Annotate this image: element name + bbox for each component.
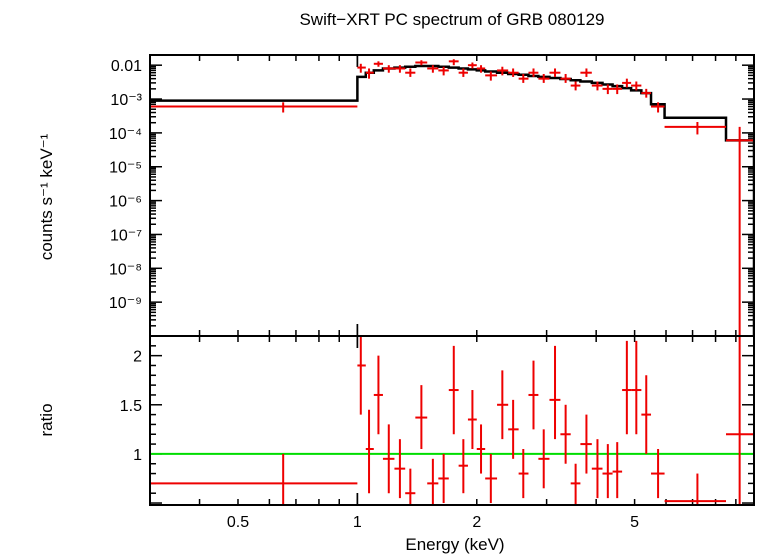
spectrum-y-tick-label: 10⁻⁷	[110, 227, 142, 244]
ratio-data-point	[580, 414, 592, 474]
ratio-data-point	[612, 442, 623, 499]
ratio-data-point	[485, 453, 498, 504]
ratio-data-point	[538, 429, 550, 489]
spectrum-data-point	[476, 65, 486, 73]
spectrum-data-point	[641, 88, 652, 98]
spectrum-data-point	[357, 63, 366, 73]
ratio-y-tick-label: 1.5	[120, 398, 142, 415]
spectrum-data-point	[458, 68, 468, 77]
spectrum-data-point	[150, 102, 358, 113]
ratio-data-point	[427, 458, 439, 505]
ratio-data-point	[631, 340, 642, 435]
ratio-data-point	[591, 439, 603, 499]
ratio-data-point	[365, 409, 374, 494]
spectrum-data-point	[612, 84, 623, 95]
spectrum-data-point	[726, 126, 754, 336]
spectrum-y-tick-label: 10⁻³	[110, 92, 142, 109]
ratio-data-point	[394, 439, 406, 499]
ratio-data-point	[458, 439, 468, 494]
ratio-data-point	[405, 468, 416, 505]
spectrum-data-point	[528, 68, 539, 77]
spectrum-y-tick-label: 10⁻⁴	[109, 126, 142, 143]
ratio-data-point	[448, 345, 459, 435]
spectrum-data-point	[427, 65, 439, 73]
spectrum-data-point	[580, 68, 592, 77]
spectrum-data-point	[549, 68, 561, 77]
ratio-y-tick-label: 1	[133, 447, 142, 464]
x-tick-label: 0.5	[227, 514, 249, 531]
spectrum-data-point	[497, 66, 509, 76]
ratio-data-point	[602, 444, 613, 499]
spectrum-data-point	[591, 81, 603, 91]
spectrum-y-tick-label: 10⁻⁵	[109, 160, 142, 177]
ratio-data-point	[438, 453, 449, 504]
top-y-axis-label: counts s⁻¹ keV⁻¹	[37, 133, 56, 260]
spectrum-data-point	[622, 78, 632, 88]
spectrum-data-point	[394, 65, 406, 73]
spectrum-data-point	[448, 59, 459, 66]
spectrum-panel: 0.01 10⁻³ 10⁻⁴ 10⁻⁵ 10⁻⁶ 10⁻⁷ 10⁻⁸ 10⁻⁹	[109, 54, 755, 337]
ratio-data-point	[549, 345, 561, 440]
spectrum-data-point	[382, 65, 395, 73]
spectrum-y-tick-label: 10⁻⁸	[109, 261, 142, 278]
spectrum-data-point	[651, 102, 665, 113]
ratio-data-point	[651, 448, 665, 499]
ratio-data-point	[518, 448, 529, 499]
spectrum-data-point	[365, 68, 374, 79]
ratio-data-point	[150, 453, 358, 505]
x-tick-label: 2	[472, 514, 481, 531]
spectrum-data-point	[560, 73, 571, 83]
ratio-data-point	[467, 390, 477, 449]
bottom-y-axis-label: ratio	[37, 403, 56, 436]
spectrum-data-point	[664, 121, 727, 135]
chart-title: Swift−XRT PC spectrum of GRB 080129	[299, 10, 604, 29]
ratio-data-point	[508, 399, 519, 459]
ratio-data-point	[560, 404, 571, 464]
ratio-y-tick-label: 2	[133, 349, 142, 366]
ratio-data-point	[497, 370, 509, 440]
spectrum-data-point	[538, 73, 550, 83]
spectrum-y-tick-label: 0.01	[111, 58, 142, 75]
ratio-data-point	[373, 355, 383, 435]
spectrum-data-point	[518, 73, 529, 83]
ratio-frame	[149, 335, 755, 506]
spectrum-frame	[149, 54, 755, 337]
ratio-data-point	[528, 360, 539, 430]
x-tick-label: 1	[353, 514, 362, 531]
spectrum-data-point	[508, 68, 519, 77]
spectrum-data-point	[405, 68, 416, 77]
spectrum-data-point	[602, 84, 613, 95]
spectrum-data-point	[631, 81, 642, 91]
ratio-data-point	[570, 463, 581, 505]
ratio-data-point	[415, 385, 428, 449]
ratio-data-point	[357, 336, 366, 415]
spectrum-data-point	[373, 61, 383, 67]
spectrum-data-point	[415, 60, 428, 66]
spectrum-data-point	[570, 81, 581, 91]
ratio-data-point	[664, 473, 727, 505]
spectrum-data-point	[467, 62, 477, 69]
ratio-data-point	[622, 340, 632, 435]
ratio-panel: 1 1.5 2 0.5 1 2 5	[120, 335, 755, 531]
ratio-data-point	[476, 424, 486, 474]
spectrum-data-point	[438, 66, 449, 76]
spectrum-data-point	[485, 71, 498, 81]
spectrum-y-tick-label: 10⁻⁶	[109, 194, 142, 211]
ratio-data-point	[641, 375, 652, 454]
ratio-data-point	[726, 336, 754, 505]
ratio-data-point	[382, 424, 395, 494]
x-tick-label: 5	[630, 514, 639, 531]
x-axis-label: Energy (keV)	[405, 535, 504, 554]
spectrum-y-tick-label: 10⁻⁹	[109, 295, 142, 312]
